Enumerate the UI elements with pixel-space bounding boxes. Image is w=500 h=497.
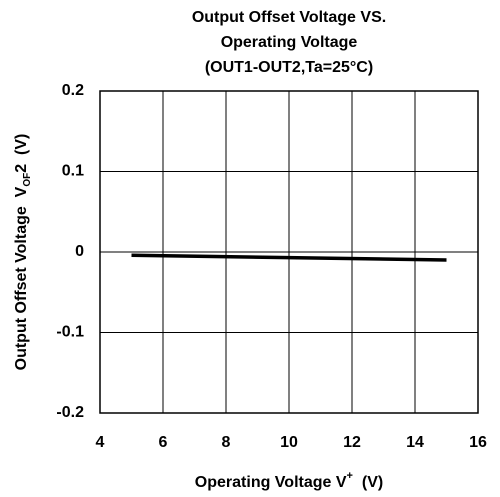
y-axis-label-unit: 2 (V)	[13, 134, 30, 173]
x-tick-label: 6	[159, 434, 168, 451]
y-tick-label: 0.1	[62, 163, 84, 180]
x-axis-label-text: Operating Voltage V	[195, 474, 347, 491]
x-tick-label: 16	[469, 434, 487, 451]
x-axis-label-unit: (V)	[353, 474, 383, 491]
y-axis-label: Output Offset Voltage VOF2 (V)	[13, 134, 32, 371]
x-axis-label: Operating Voltage V+ (V)	[195, 470, 383, 491]
chart-title: Output Offset Voltage VS.	[192, 9, 386, 26]
x-axis-label-sup: +	[347, 470, 353, 482]
y-tick-label: -0.1	[56, 324, 84, 341]
plot-frame	[99, 90, 479, 414]
x-tick-label: 12	[343, 434, 361, 451]
y-tick-label: 0.2	[62, 82, 84, 99]
y-tick-label: -0.2	[56, 404, 84, 421]
chart-title: Operating Voltage	[221, 34, 358, 51]
y-axis-label-sub: OF	[22, 173, 33, 187]
x-tick-label: 14	[406, 434, 424, 451]
x-tick-label: 4	[96, 434, 105, 451]
x-tick-label: 8	[222, 434, 231, 451]
chart-title: (OUT1-OUT2,Ta=25°C)	[205, 59, 373, 76]
data-line	[131, 253, 447, 262]
y-tick-label: 0	[75, 243, 84, 260]
y-axis-label-text: Output Offset Voltage V	[13, 186, 30, 370]
x-tick-label: 10	[280, 434, 298, 451]
